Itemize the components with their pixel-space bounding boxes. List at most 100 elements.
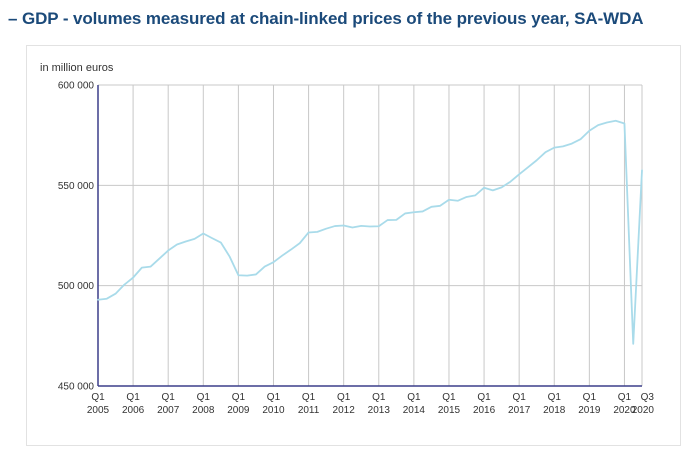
- x-tick-year-label: 2014: [403, 405, 426, 416]
- data-point: [299, 242, 301, 244]
- data-point: [307, 231, 309, 233]
- data-point: [246, 274, 248, 276]
- data-point: [509, 181, 511, 183]
- data-point: [97, 299, 99, 301]
- page-title: – GDP - volumes measured at chain-linked…: [8, 9, 644, 28]
- x-tick-quarter-label: Q1: [91, 392, 105, 403]
- data-point: [369, 225, 371, 227]
- y-axis-unit-label: in million euros: [40, 62, 114, 74]
- x-tick-quarter-label: Q1: [618, 392, 632, 403]
- x-tick-quarter-label: Q1: [477, 392, 491, 403]
- data-point: [413, 211, 415, 213]
- data-point: [395, 219, 397, 221]
- data-point: [404, 212, 406, 214]
- data-point: [106, 298, 108, 300]
- y-tick-label: 600 000: [58, 81, 95, 92]
- data-point: [641, 169, 643, 171]
- series-layer: [97, 119, 643, 345]
- x-tick-year-label: 2011: [298, 405, 320, 416]
- x-tick-year-label: 2012: [333, 405, 356, 416]
- x-tick-quarter-label: Q1: [126, 392, 140, 403]
- data-point: [632, 343, 634, 345]
- x-tick-year-label: 2019: [578, 405, 601, 416]
- x-tick-quarter-label: Q1: [162, 392, 176, 403]
- data-point: [448, 199, 450, 201]
- x-tick-year-label: 2008: [192, 405, 215, 416]
- x-tick-quarter-label: Q1: [302, 392, 316, 403]
- data-point: [430, 206, 432, 208]
- data-point: [211, 237, 213, 239]
- data-point: [518, 173, 520, 175]
- data-point: [536, 159, 538, 161]
- x-tick-quarter-label: Q1: [232, 392, 246, 403]
- data-point: [342, 224, 344, 226]
- data-point: [228, 255, 230, 257]
- data-point: [571, 142, 573, 144]
- data-point: [202, 232, 204, 234]
- data-point: [264, 265, 266, 267]
- data-point: [588, 130, 590, 132]
- x-tick-year-label: 2005: [87, 405, 110, 416]
- x-tick-quarter-label: Q1: [267, 392, 281, 403]
- data-point: [474, 194, 476, 196]
- data-point: [553, 146, 555, 148]
- x-tick-year-label: 2020: [632, 405, 655, 416]
- data-point: [290, 248, 292, 250]
- data-point: [360, 225, 362, 227]
- data-point: [500, 186, 502, 188]
- data-point: [114, 292, 116, 294]
- data-point: [527, 166, 529, 168]
- data-point: [325, 227, 327, 229]
- x-tick-quarter-label: Q1: [407, 392, 421, 403]
- x-tick-year-label: 2007: [157, 405, 180, 416]
- data-point: [597, 124, 599, 126]
- data-point: [378, 225, 380, 227]
- data-point: [237, 274, 239, 276]
- data-point: [167, 249, 169, 251]
- data-point: [457, 200, 459, 202]
- y-tick-label: 500 000: [58, 281, 95, 292]
- x-tick-year-label: 2016: [473, 405, 496, 416]
- grid-layer: [98, 84, 643, 386]
- data-point: [351, 226, 353, 228]
- data-point: [439, 205, 441, 207]
- x-tick-year-label: 2009: [227, 405, 250, 416]
- data-point: [334, 225, 336, 227]
- data-point: [386, 219, 388, 221]
- x-tick-year-label: 2015: [438, 405, 461, 416]
- x-tick-year-label: 2013: [368, 405, 391, 416]
- x-tick-quarter-label: Q1: [548, 392, 562, 403]
- data-point: [465, 196, 467, 198]
- gdp-series-line: [97, 119, 643, 345]
- data-point: [176, 243, 178, 245]
- data-point: [255, 273, 257, 275]
- x-tick-quarter-label: Q1: [442, 392, 456, 403]
- data-point: [193, 238, 195, 240]
- y-tick-label: 550 000: [58, 181, 95, 192]
- x-tick-year-label: 2018: [543, 405, 566, 416]
- data-point: [614, 120, 616, 122]
- chart-card: [26, 45, 681, 446]
- x-tick-quarter-label: Q1: [583, 392, 597, 403]
- x-tick-quarter-label: Q3: [641, 392, 655, 403]
- data-point: [562, 145, 564, 147]
- data-point: [281, 254, 283, 256]
- x-tick-quarter-label: Q1: [337, 392, 351, 403]
- data-point: [149, 265, 151, 267]
- y-tick-label: 450 000: [58, 382, 95, 393]
- data-point: [316, 231, 318, 233]
- data-point: [272, 261, 274, 263]
- data-point: [123, 283, 125, 285]
- x-tick-year-label: 2020: [613, 405, 636, 416]
- data-point: [132, 276, 134, 278]
- x-tick-quarter-label: Q1: [197, 392, 211, 403]
- data-point: [544, 151, 546, 153]
- data-point: [483, 187, 485, 189]
- label-layer: 450 000 500 000 550 000 600 000 Q1 2005 Q1 2006…: [58, 81, 655, 417]
- data-point: [158, 257, 160, 259]
- data-point: [220, 241, 222, 243]
- axis-layer: [97, 85, 642, 387]
- x-tick-quarter-label: Q1: [512, 392, 526, 403]
- data-point: [421, 210, 423, 212]
